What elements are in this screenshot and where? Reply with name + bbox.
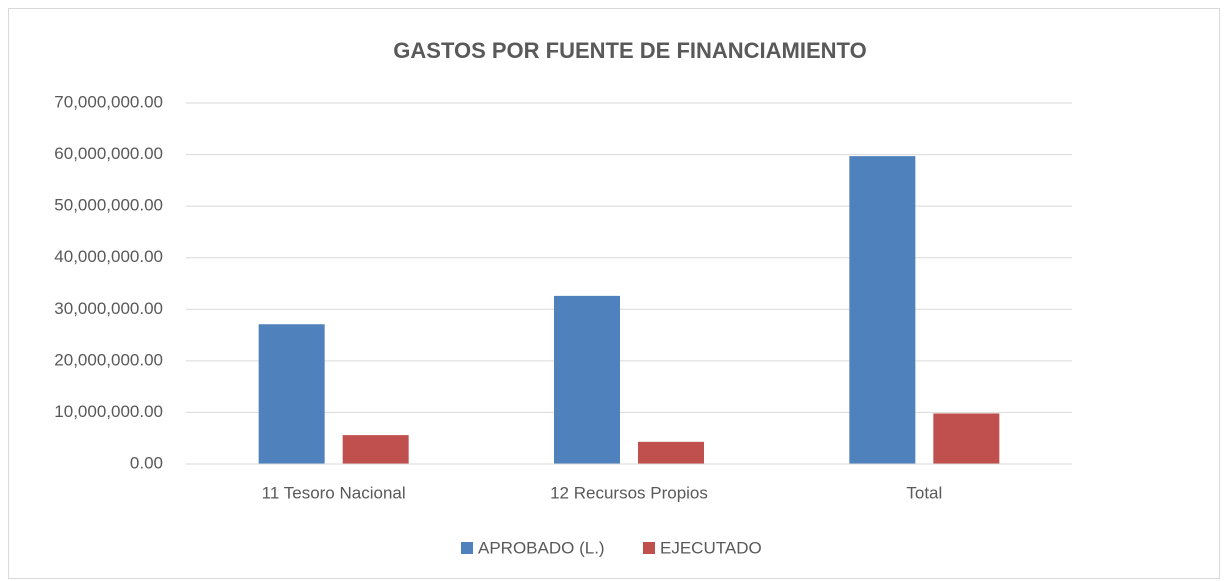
y-tick-label: 30,000,000.00 — [54, 299, 163, 318]
bar — [554, 295, 620, 464]
x-tick-label: Total — [906, 483, 942, 502]
y-tick-label: 40,000,000.00 — [54, 247, 163, 266]
y-tick-label: 10,000,000.00 — [54, 402, 163, 421]
x-tick-label: 12 Recursos Propios — [550, 483, 708, 502]
bar — [258, 324, 325, 464]
legend-label: APROBADO (L.) — [478, 538, 605, 557]
x-tick-label: 11 Tesoro Nacional — [262, 483, 406, 502]
bar — [638, 441, 704, 464]
legend-label: EJECUTADO — [660, 538, 762, 557]
y-tick-label: 20,000,000.00 — [54, 350, 163, 369]
bar — [342, 435, 409, 464]
y-tick-label: 50,000,000.00 — [54, 196, 163, 215]
chart-title: GASTOS POR FUENTE DE FINANCIAMIENTO — [393, 38, 866, 63]
bar — [933, 413, 1000, 464]
legend-swatch — [643, 542, 655, 554]
bar — [849, 156, 916, 464]
y-tick-label: 60,000,000.00 — [54, 144, 163, 163]
y-tick-label: 0.00 — [130, 453, 163, 472]
legend-swatch — [461, 542, 473, 554]
y-tick-label: 70,000,000.00 — [54, 92, 163, 111]
